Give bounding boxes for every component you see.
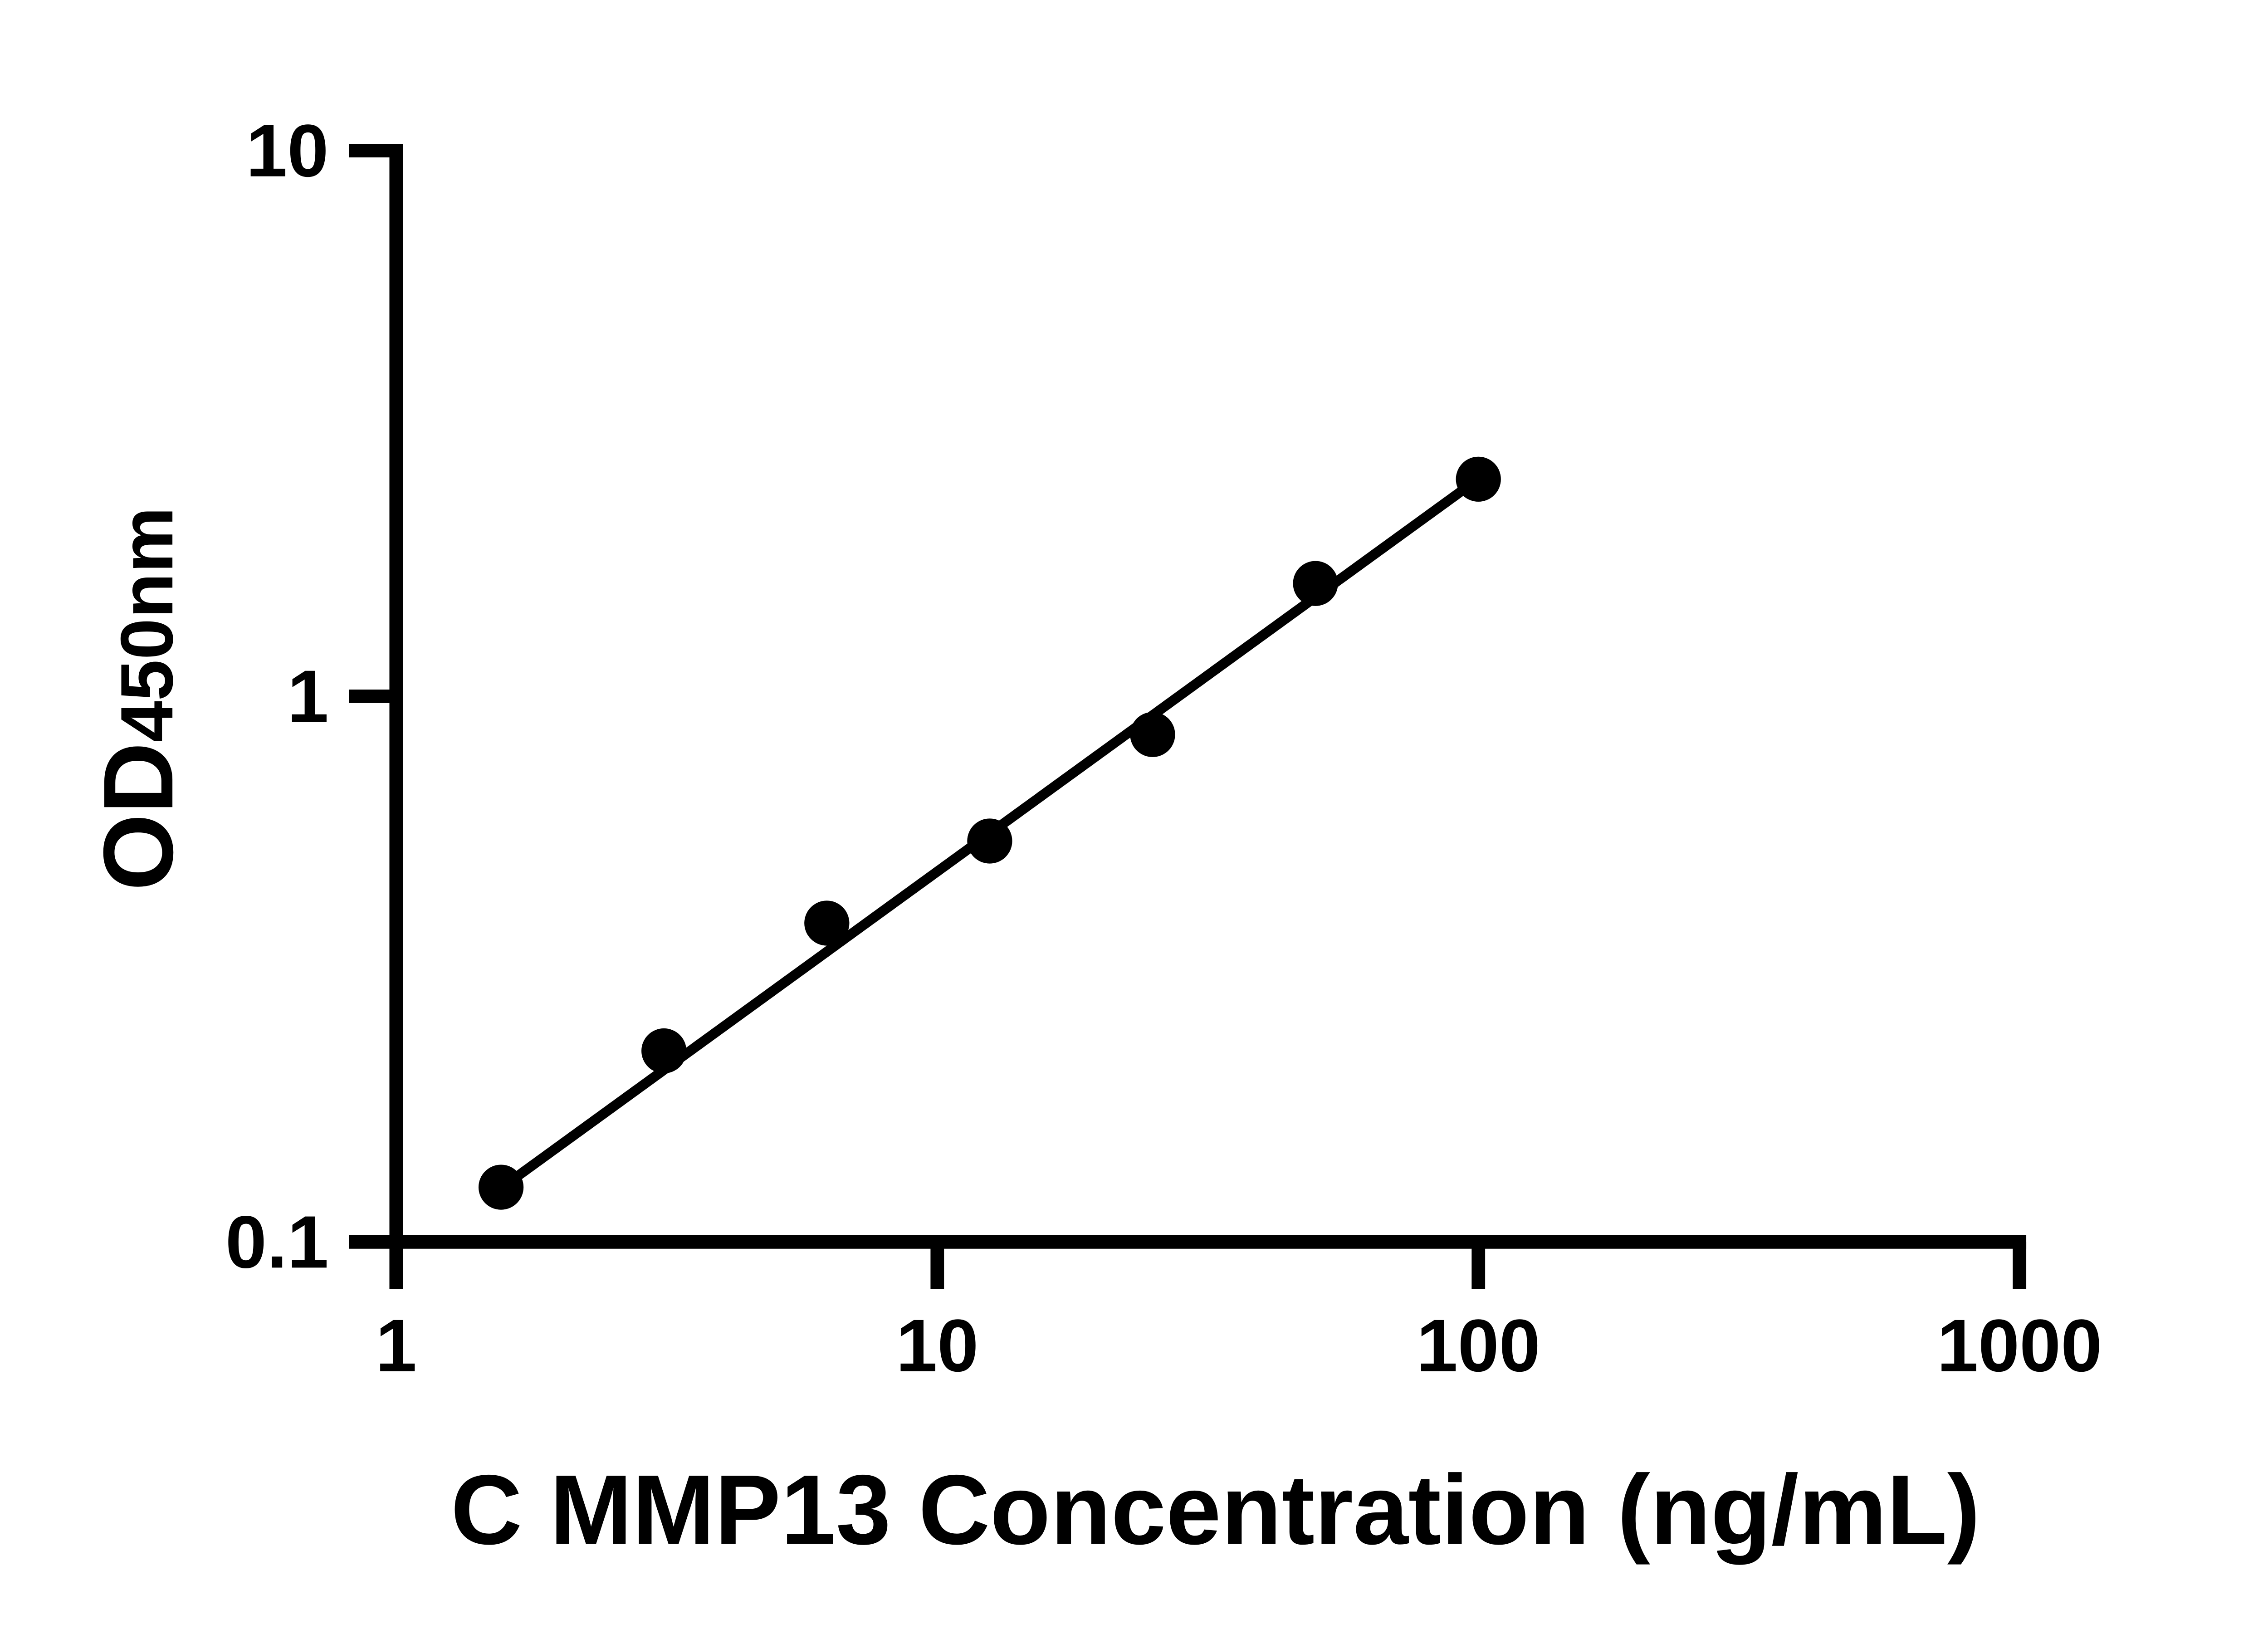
- axes: [389, 144, 2027, 1249]
- data-point: [1456, 456, 1501, 502]
- data-point: [804, 900, 850, 946]
- data-point: [478, 1164, 524, 1210]
- axis-tick-labels: 10 1 0.1 1 10 100 1000: [225, 109, 2102, 1387]
- y-tick-label: 10: [246, 109, 328, 192]
- y-tick-label: 1: [287, 655, 328, 738]
- data-point: [1130, 712, 1175, 757]
- data-point: [641, 1028, 687, 1074]
- y-axis-title: OD450nm: [83, 507, 194, 890]
- data-point: [967, 818, 1012, 864]
- data-point: [1293, 561, 1338, 606]
- y-axis-title-main: OD: [83, 742, 194, 891]
- x-tick-label: 1: [376, 1304, 417, 1387]
- plot-area: [478, 456, 1501, 1210]
- x-tick-label: 1000: [1937, 1304, 2102, 1387]
- x-axis-title: C MMP13 Concentration (ng/mL): [451, 1454, 1980, 1565]
- y-axis-title-subscript: 450nm: [105, 507, 188, 742]
- axis-ticks: [349, 144, 2027, 1290]
- x-tick-label: 10: [896, 1304, 978, 1387]
- x-tick-label: 100: [1417, 1304, 1540, 1387]
- y-tick-label: 0.1: [225, 1200, 329, 1283]
